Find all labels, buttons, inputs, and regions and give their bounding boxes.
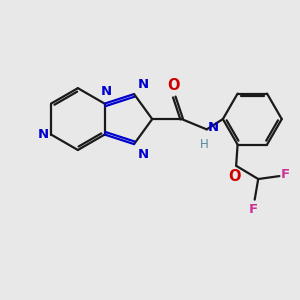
Text: H: H <box>200 138 209 151</box>
Text: O: O <box>167 79 180 94</box>
Text: N: N <box>100 85 112 98</box>
Text: F: F <box>249 202 258 216</box>
Text: N: N <box>138 77 149 91</box>
Text: O: O <box>229 169 241 184</box>
Text: N: N <box>207 122 218 134</box>
Text: F: F <box>281 168 290 181</box>
Text: N: N <box>138 148 149 160</box>
Text: N: N <box>38 128 49 141</box>
